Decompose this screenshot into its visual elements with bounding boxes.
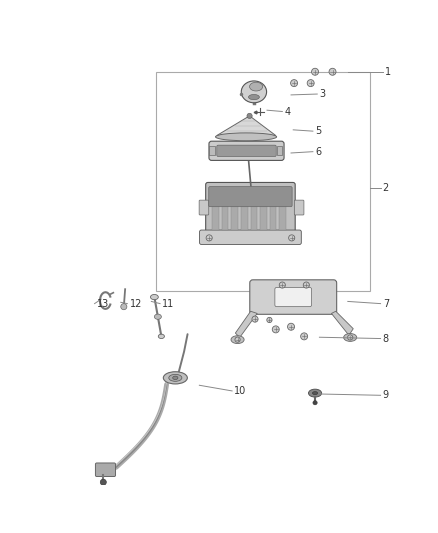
FancyBboxPatch shape	[200, 230, 301, 245]
Bar	[222, 189, 228, 230]
Ellipse shape	[173, 376, 178, 379]
Polygon shape	[217, 116, 276, 135]
Circle shape	[252, 316, 258, 322]
Bar	[270, 189, 276, 230]
Bar	[212, 189, 219, 230]
Circle shape	[290, 79, 297, 87]
Ellipse shape	[150, 294, 158, 300]
Circle shape	[267, 317, 272, 322]
Text: 10: 10	[234, 386, 247, 396]
Text: 3: 3	[319, 89, 325, 99]
Ellipse shape	[312, 392, 318, 394]
Ellipse shape	[250, 82, 263, 91]
Circle shape	[313, 400, 317, 405]
Circle shape	[279, 282, 286, 288]
Circle shape	[288, 323, 294, 330]
Text: 6: 6	[315, 147, 321, 157]
Bar	[155, 72, 370, 290]
Circle shape	[121, 304, 127, 310]
Bar	[277, 147, 283, 155]
FancyBboxPatch shape	[217, 145, 276, 157]
Circle shape	[307, 79, 314, 87]
Circle shape	[300, 333, 307, 340]
Circle shape	[329, 68, 336, 75]
Text: 1: 1	[385, 67, 391, 77]
Circle shape	[311, 68, 318, 75]
Ellipse shape	[154, 314, 161, 319]
Ellipse shape	[231, 336, 244, 344]
Text: 4: 4	[285, 107, 291, 117]
Ellipse shape	[241, 81, 267, 103]
Circle shape	[303, 282, 309, 288]
Ellipse shape	[308, 389, 321, 397]
Ellipse shape	[215, 133, 277, 141]
Bar	[260, 189, 267, 230]
Bar	[241, 189, 247, 230]
Text: 9: 9	[383, 390, 389, 400]
Text: 13: 13	[97, 298, 109, 309]
Text: 7: 7	[383, 298, 389, 309]
FancyBboxPatch shape	[206, 182, 295, 237]
Circle shape	[100, 479, 106, 485]
Circle shape	[247, 113, 252, 118]
Ellipse shape	[169, 374, 182, 381]
Bar	[209, 147, 215, 155]
Ellipse shape	[158, 334, 164, 338]
Circle shape	[206, 235, 212, 241]
Circle shape	[272, 326, 279, 333]
Circle shape	[348, 335, 353, 340]
FancyBboxPatch shape	[209, 187, 292, 207]
Bar	[251, 189, 257, 230]
Ellipse shape	[163, 372, 187, 384]
Text: 8: 8	[383, 334, 389, 344]
Circle shape	[289, 235, 295, 241]
FancyBboxPatch shape	[209, 141, 284, 160]
Text: 5: 5	[315, 126, 321, 136]
Bar	[231, 189, 238, 230]
Circle shape	[235, 337, 240, 342]
FancyBboxPatch shape	[294, 200, 304, 215]
Text: 2: 2	[383, 183, 389, 193]
Ellipse shape	[344, 334, 357, 341]
Polygon shape	[332, 311, 353, 335]
FancyBboxPatch shape	[199, 200, 209, 215]
Bar	[279, 189, 286, 230]
FancyBboxPatch shape	[250, 280, 337, 314]
FancyBboxPatch shape	[95, 463, 116, 477]
Text: 11: 11	[162, 298, 174, 309]
FancyBboxPatch shape	[275, 287, 311, 306]
Polygon shape	[235, 311, 257, 337]
Text: 12: 12	[130, 298, 142, 309]
Ellipse shape	[248, 94, 259, 100]
